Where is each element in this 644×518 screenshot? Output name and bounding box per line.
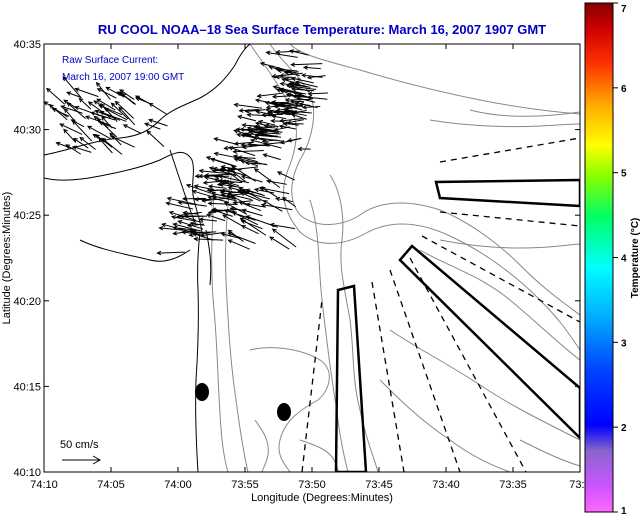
x-tick-label: 73:40: [432, 479, 460, 491]
y-tick-label: 40:20: [13, 296, 41, 308]
y-tick-label: 40:15: [13, 381, 41, 393]
inset-line-1: Raw Surface Current:: [62, 55, 158, 66]
y-tick-label: 40:10: [13, 467, 41, 479]
y-tick-label: 40:25: [13, 210, 41, 222]
station-marker: [277, 403, 291, 421]
plot-frame: [43, 43, 581, 473]
y-tick-label: 40:35: [13, 39, 41, 51]
y-axis-ticks: 40:35 40:30 40:25 40:20 40:15 40:10: [13, 39, 580, 479]
transect-dashed-lines: [301, 137, 580, 472]
colorbar-tick-label: 2: [621, 423, 627, 434]
y-axis-label: Latitude (Degrees:Minutes): [1, 192, 13, 325]
colorbar-label: Temperature (°C): [630, 218, 641, 299]
colorbar-tick-label: 6: [621, 84, 627, 95]
x-tick-label: 74:05: [97, 479, 125, 491]
colorbar-tick-label: 1: [621, 506, 627, 517]
colorbar-tick-label: 4: [621, 254, 627, 265]
x-tick-label: 74:10: [30, 479, 58, 491]
scale-label: 50 cm/s: [60, 439, 99, 451]
colorbar-tick-label: 3: [621, 338, 627, 349]
x-axis-ticks: 74:10 74:05 74:00 73:55 73:50 73:45 73:40 73:35…: [30, 44, 591, 491]
coastline: [44, 44, 251, 472]
x-tick-label: 73:50: [298, 479, 326, 491]
colorbar-tick-label: 7: [621, 4, 627, 15]
x-tick-label: 73:45: [365, 479, 393, 491]
x-tick-label: 74:00: [164, 479, 192, 491]
bathymetry-contours: [211, 44, 580, 472]
colorbar-ticks: 7 6 5 4 3 2 1: [613, 2, 627, 517]
x-tick-label: 73:55: [231, 479, 259, 491]
chart-title: RU COOL NOAA–18 Sea Surface Temperature:…: [98, 22, 546, 37]
colorbar: [584, 2, 614, 513]
x-axis-label: Longitude (Degrees:Minutes): [251, 492, 393, 504]
x-tick-label: 73:35: [499, 479, 527, 491]
station-marker: [195, 383, 209, 401]
map-area: [44, 44, 580, 472]
transect-polygons: [334, 178, 580, 472]
y-tick-label: 40:30: [13, 125, 41, 137]
current-vector-field: [44, 49, 328, 256]
scale-arrow: [62, 455, 102, 465]
colorbar-tick-label: 5: [621, 169, 627, 180]
inset-line-2: March 16, 2007 19:00 GMT: [62, 72, 184, 83]
